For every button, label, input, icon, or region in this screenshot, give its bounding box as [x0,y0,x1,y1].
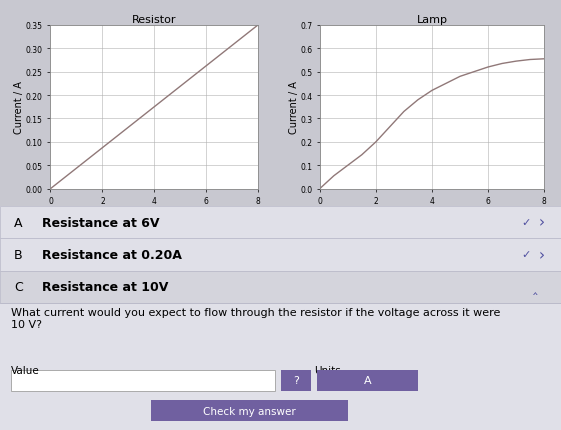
Text: ›: › [539,247,545,262]
Text: ✓: ✓ [522,250,531,260]
Text: ›: › [539,215,545,230]
Text: Check my answer: Check my answer [203,405,296,416]
Text: Resistance at 6V: Resistance at 6V [42,216,159,229]
Text: Resistance at 10V: Resistance at 10V [42,280,168,294]
Text: ✓: ✓ [522,218,531,227]
Text: A: A [14,216,22,229]
Text: A: A [364,375,371,386]
Text: Resistance at 0.20A: Resistance at 0.20A [42,248,182,261]
Y-axis label: Current / A: Current / A [288,81,298,134]
Text: What current would you expect to flow through the resistor if the voltage across: What current would you expect to flow th… [11,307,500,329]
X-axis label: Voltage / V: Voltage / V [128,207,181,217]
Text: Value: Value [11,366,40,375]
Title: Resistor: Resistor [132,15,177,25]
Text: C: C [14,280,23,294]
Text: B: B [14,248,22,261]
Text: ‸: ‸ [533,280,537,294]
Title: Lamp: Lamp [416,15,448,25]
Y-axis label: Current / A: Current / A [15,81,25,134]
Text: Units: Units [314,366,341,375]
X-axis label: Voltage / V: Voltage / V [406,207,458,217]
Text: ?: ? [293,375,299,386]
